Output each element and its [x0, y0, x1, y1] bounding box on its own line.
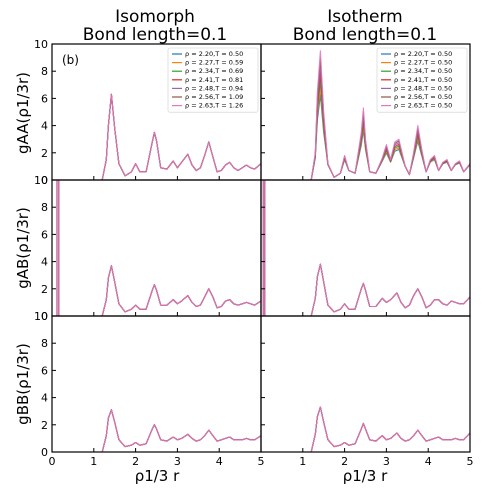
y-tick-label: 8	[41, 201, 48, 214]
ylabel-gbb: gBB(ρ1/3r)	[14, 343, 32, 425]
legend-label: ρ = 2.63,T = 1.26	[185, 102, 243, 110]
series-line-bb-isomorph-6	[52, 409, 261, 452]
y-tick-label: 0	[41, 310, 48, 323]
ylabel-gab: gAB(ρ1/3r)	[14, 207, 32, 289]
y-tick-label: 2	[41, 283, 48, 296]
legend-label: ρ = 2.56,T = 1.09	[185, 93, 243, 101]
y-tick-label: 10	[34, 174, 48, 187]
right-title-line2: Bond length=0.1	[293, 25, 438, 45]
series-line-bb-isotherm-6	[261, 406, 470, 452]
series-line-bb-isomorph-0	[52, 409, 261, 452]
legend-label: ρ = 2.34,T = 0.69	[185, 67, 243, 75]
legend-label: ρ = 2.20,T = 0.50	[185, 50, 243, 58]
x-tick-label: 3	[383, 455, 390, 468]
series-line-ab-isotherm-6	[261, 180, 470, 316]
series-line-ab-isomorph-6	[52, 180, 261, 316]
y-tick-label: 6	[41, 92, 48, 105]
series-line-aa-isotherm-6	[261, 50, 470, 180]
x-tick-label: 0	[49, 455, 56, 468]
y-tick-label: 10	[34, 310, 48, 323]
series-line-ab-isomorph-1	[52, 180, 261, 316]
panel-aa-isomorph	[52, 93, 261, 180]
series-line-ab-isomorph-3	[52, 180, 261, 316]
series-line-aa-isomorph-6	[52, 93, 261, 180]
series-line-ab-isotherm-5	[261, 180, 470, 316]
series-line-bb-isomorph-5	[52, 409, 261, 452]
y-tick-label: 2	[41, 419, 48, 432]
legend-box	[167, 47, 259, 113]
legend-label: ρ = 2.41,T = 0.50	[394, 76, 452, 84]
y-tick-label: 10	[34, 38, 48, 51]
y-tick-label: 0	[41, 446, 48, 459]
series-line-bb-isomorph-3	[52, 409, 261, 452]
series-line-ab-isotherm-0	[261, 180, 470, 316]
x-tick-label: 5	[258, 455, 265, 468]
series-line-bb-isomorph-1	[52, 409, 261, 452]
left-title-line2: Bond length=0.1	[83, 25, 228, 45]
left-title-line1: Isomorph	[115, 7, 195, 27]
x-tick-label: 4	[216, 455, 223, 468]
x-tick-label: 1	[90, 455, 97, 468]
legend-label: ρ = 2.27,T = 0.59	[185, 59, 243, 67]
legend-label: ρ = 2.27,T = 0.50	[394, 59, 452, 67]
series-line-ab-isotherm-4	[261, 180, 470, 316]
panel-aa-isotherm	[261, 50, 470, 180]
y-tick-label: 2	[41, 147, 48, 160]
panel-frame	[51, 179, 262, 317]
panel-tag: (b)	[62, 53, 79, 67]
x-tick-label: 3	[174, 455, 181, 468]
panel-frame	[51, 315, 262, 453]
ylabel-gaa: gAA(ρ1/3r)	[14, 72, 32, 154]
xlabel-left: ρ1/3 r	[135, 467, 180, 485]
x-tick-label: 4	[425, 455, 432, 468]
panel-ab-isotherm	[261, 180, 470, 316]
y-tick-label: 0	[41, 174, 48, 187]
legend-label: ρ = 2.34,T = 0.50	[394, 67, 452, 75]
series-line-ab-isotherm-3	[261, 180, 470, 316]
legend-label: ρ = 2.63,T = 0.50	[394, 102, 452, 110]
legend-label: ρ = 2.48,T = 0.50	[394, 84, 452, 92]
panel-frame	[260, 315, 471, 453]
legend-box	[376, 47, 468, 113]
panel-bb-isomorph	[52, 409, 261, 452]
series-line-ab-isomorph-2	[52, 180, 261, 316]
legend-label: ρ = 2.48,T = 0.94	[185, 84, 243, 92]
y-tick-label: 8	[41, 65, 48, 78]
y-tick-label: 6	[41, 228, 48, 241]
series-line-bb-isomorph-2	[52, 409, 261, 452]
series-line-ab-isomorph-5	[52, 180, 261, 316]
xlabel-right: ρ1/3 r	[343, 467, 388, 485]
y-tick-label: 8	[41, 337, 48, 350]
legend-label: ρ = 2.20,T = 0.50	[394, 50, 452, 58]
series-line-ab-isotherm-1	[261, 180, 470, 316]
series-line-bb-isomorph-4	[52, 409, 261, 452]
x-tick-label: 1	[299, 455, 306, 468]
panel-frame	[260, 179, 471, 317]
x-tick-label: 2	[132, 455, 139, 468]
legend-label: ρ = 2.56,T = 0.50	[394, 93, 452, 101]
legend-label: ρ = 2.41,T = 0.81	[185, 76, 243, 84]
panel-ab-isomorph	[52, 180, 261, 316]
x-tick-label: 5	[467, 455, 474, 468]
y-tick-label: 4	[41, 256, 48, 269]
y-tick-label: 4	[41, 120, 48, 133]
right-title-line1: Isotherm	[327, 7, 402, 27]
series-line-ab-isomorph-4	[52, 180, 261, 316]
y-tick-label: 6	[41, 364, 48, 377]
series-line-ab-isomorph-0	[52, 180, 261, 316]
series-line-ab-isotherm-2	[261, 180, 470, 316]
panel-bb-isotherm	[261, 406, 470, 452]
y-tick-label: 4	[41, 392, 48, 405]
x-tick-label: 2	[341, 455, 348, 468]
